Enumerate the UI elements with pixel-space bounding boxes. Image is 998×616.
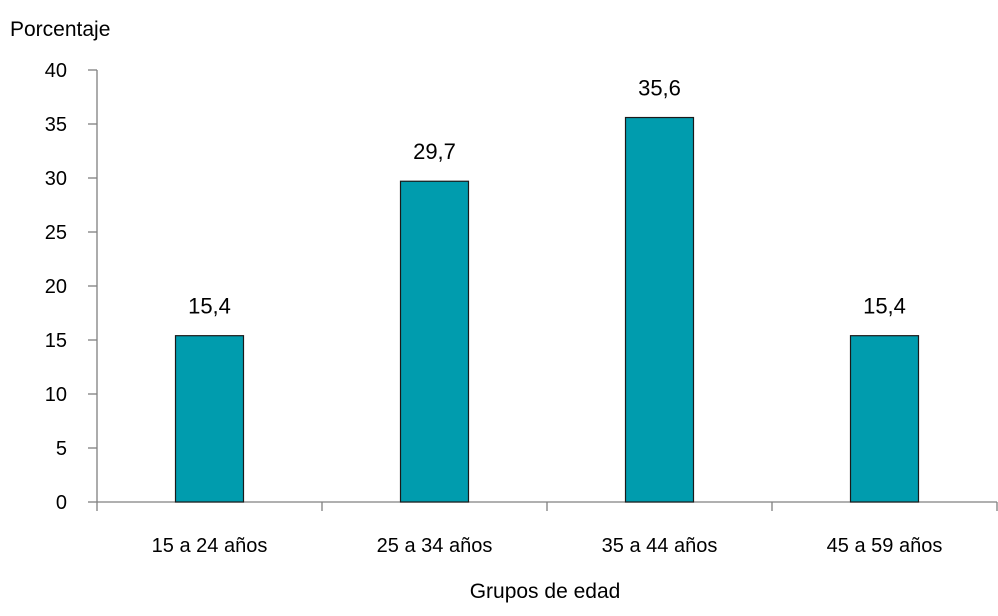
y-tick-label: 20: [45, 276, 67, 298]
y-tick-label: 5: [56, 438, 67, 460]
x-tick-label: 15 a 24 años: [152, 535, 268, 557]
x-tick-label: 25 a 34 años: [377, 535, 493, 557]
bar: [849, 335, 920, 503]
bar: [399, 180, 470, 503]
bar: [624, 116, 695, 503]
bars: 15,4 15 a 24 años 29,7 25 a 34 años 35,6 35 a…: [152, 76, 943, 557]
data-label: 35,6: [638, 76, 681, 101]
data-label: 29,7: [413, 139, 456, 164]
y-tick-label: 15: [45, 330, 67, 352]
y-tick-label: 40: [45, 60, 67, 82]
y-tick-label: 25: [45, 222, 67, 244]
y-tick-label: 30: [45, 168, 67, 190]
x-tick-label: 35 a 44 años: [602, 535, 718, 557]
y-tick-label: 0: [56, 492, 67, 514]
x-tick-label: 45 a 59 años: [827, 535, 943, 557]
data-label: 15,4: [188, 294, 231, 319]
bar: [174, 335, 245, 503]
y-axis-title: Porcentaje: [10, 18, 110, 41]
y-tick-label: 35: [45, 114, 67, 136]
data-label: 15,4: [863, 294, 906, 319]
y-tick-label: 10: [45, 384, 67, 406]
x-axis-title: Grupos de edad: [470, 580, 621, 603]
axes: 0 5 10 15 20 25 30 35 40: [45, 60, 998, 514]
